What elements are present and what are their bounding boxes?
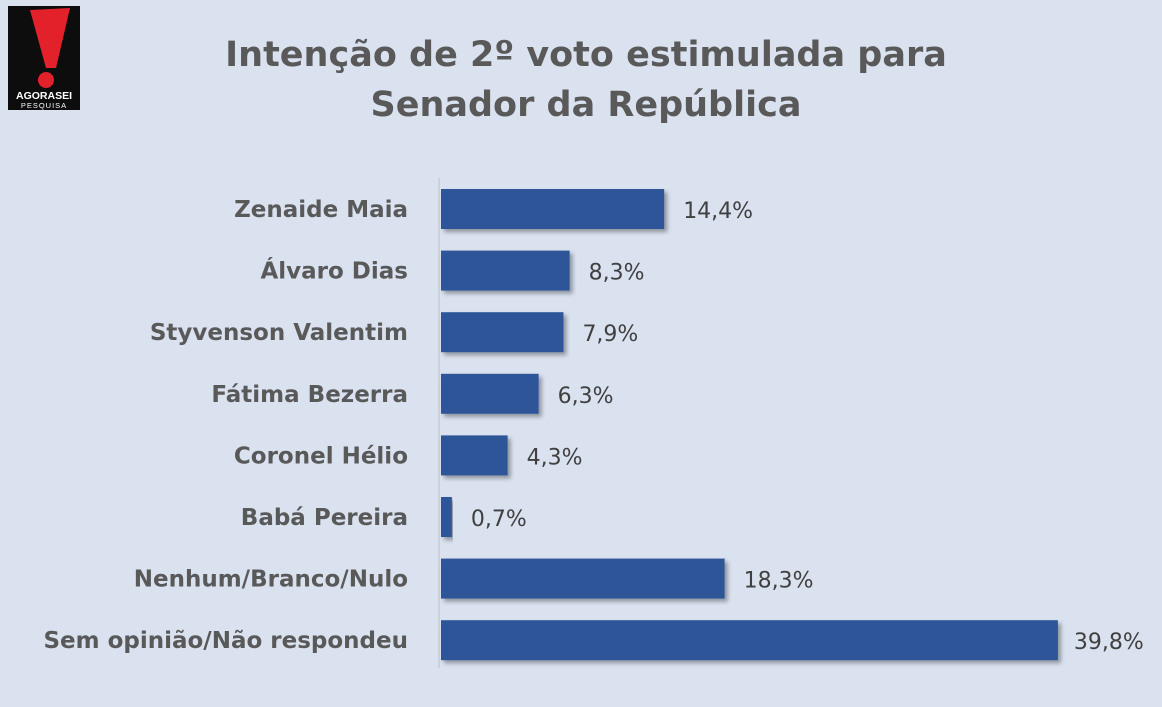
- category-label: Sem opinião/Não respondeu: [43, 628, 408, 654]
- bars-layer: Zenaide Maia 14,4% Álvaro Dias 8,3% Styvenso…: [43, 189, 1144, 661]
- chart-title-line-1: Intenção de 2º voto estimulada para: [225, 35, 947, 75]
- category-label: Fátima Bezerra: [211, 382, 408, 408]
- data-label: 4,3%: [527, 445, 583, 470]
- category-label: Babá Pereira: [241, 505, 408, 531]
- bar: [441, 373, 539, 414]
- category-label: Zenaide Maia: [234, 197, 408, 223]
- data-label: 39,8%: [1074, 630, 1144, 655]
- category-label: Styvenson Valentim: [150, 320, 408, 346]
- chart-title-line-2: Senador da República: [370, 85, 802, 125]
- bar: [441, 189, 665, 229]
- category-label: Coronel Hélio: [234, 443, 408, 469]
- data-label: 8,3%: [589, 261, 645, 286]
- bar: [441, 620, 1058, 661]
- data-label: 6,3%: [558, 384, 614, 409]
- bar: [441, 558, 725, 599]
- data-label: 7,9%: [582, 322, 638, 347]
- data-label: 14,4%: [683, 199, 753, 224]
- logo-brand-text: AGORASEI: [16, 90, 72, 102]
- category-label: Nenhum/Branco/Nulo: [134, 567, 408, 593]
- logo-sub-text: PESQUISA: [21, 101, 67, 110]
- agorasei-logo: AGORASEI PESQUISA: [8, 6, 80, 110]
- bar: [441, 435, 508, 476]
- bar: [441, 312, 564, 353]
- category-label: Álvaro Dias: [260, 257, 408, 285]
- exclamation-logo-icon: AGORASEI PESQUISA: [16, 8, 72, 110]
- data-label: 18,3%: [744, 569, 814, 594]
- bar: [441, 497, 452, 537]
- bar: [441, 250, 570, 291]
- chart-title: Intenção de 2º voto estimulada para Sena…: [0, 30, 1162, 130]
- data-label: 0,7%: [471, 507, 527, 532]
